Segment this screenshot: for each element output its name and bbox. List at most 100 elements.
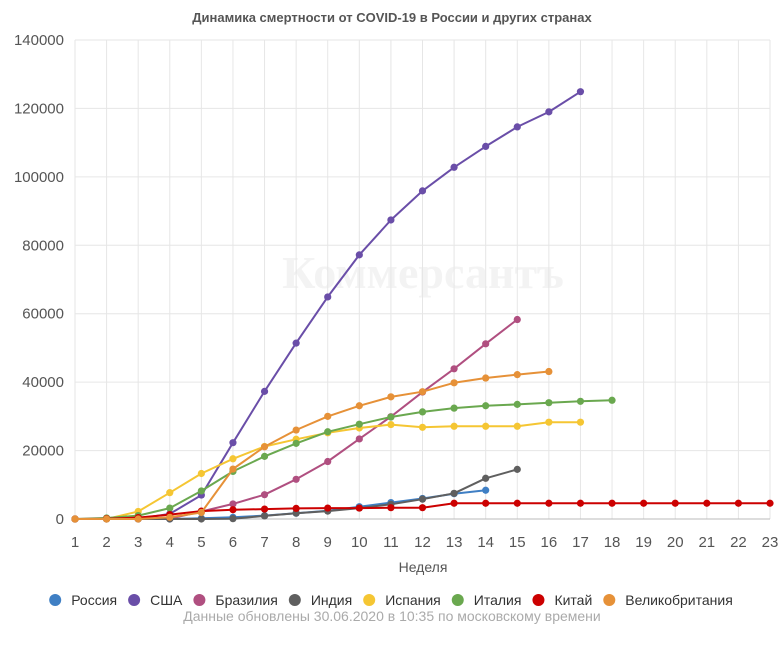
series-8 — [71, 367, 553, 523]
data-point — [482, 340, 490, 348]
data-point — [229, 506, 237, 514]
legend-label: Бразилия — [215, 592, 277, 608]
x-tick-label: 14 — [477, 534, 494, 551]
data-point — [418, 408, 427, 416]
legend-item-1[interactable]: Россия — [49, 592, 117, 608]
data-point — [545, 399, 553, 407]
legend-label: Китай — [554, 592, 592, 608]
y-tick-label: 40000 — [22, 374, 64, 391]
data-point — [482, 422, 490, 430]
data-point — [766, 499, 774, 507]
legend-marker — [451, 594, 464, 606]
x-tick-label: 8 — [292, 534, 300, 551]
legend-marker — [49, 594, 62, 606]
data-point — [513, 315, 521, 324]
data-point — [608, 499, 616, 507]
data-point — [355, 251, 363, 259]
data-point — [513, 465, 521, 473]
data-point — [292, 426, 300, 434]
legend-marker — [603, 594, 616, 606]
data-point — [545, 418, 553, 426]
data-point — [418, 187, 427, 195]
y-tick-label: 100000 — [14, 169, 64, 186]
x-tick-label: 21 — [698, 534, 715, 551]
chart-title: Динамика смертности от COVID-19 в России… — [192, 10, 592, 25]
chart-grid — [74, 39, 771, 520]
data-point — [387, 420, 395, 429]
x-tick-label: 9 — [324, 534, 332, 551]
data-point — [545, 499, 553, 507]
x-tick-label: 17 — [572, 534, 589, 551]
data-point — [671, 499, 679, 507]
data-point — [134, 515, 142, 523]
legend-item-7[interactable]: Китай — [532, 592, 592, 608]
data-point — [355, 402, 363, 410]
data-point — [324, 412, 332, 420]
data-point — [197, 487, 205, 495]
data-point — [608, 396, 616, 404]
data-point — [545, 108, 553, 116]
legend-label: Россия — [71, 592, 117, 608]
data-point — [640, 499, 648, 507]
y-tick-label: 0 — [56, 511, 64, 528]
x-tick-label: 12 — [414, 534, 431, 551]
data-point — [387, 393, 395, 401]
data-point — [387, 216, 395, 224]
legend-label: Испания — [385, 592, 441, 608]
legend-item-3[interactable]: Бразилия — [193, 592, 278, 608]
x-tick-label: 4 — [166, 534, 174, 551]
data-point — [71, 515, 79, 523]
legend-marker — [532, 594, 545, 606]
data-point — [418, 495, 427, 503]
x-tick-label: 10 — [351, 534, 368, 551]
series-line — [74, 370, 550, 520]
data-point — [450, 404, 458, 412]
legend-item-8[interactable]: Великобритания — [603, 592, 733, 608]
data-point — [450, 163, 458, 171]
x-tick-label: 19 — [635, 534, 652, 551]
data-point — [260, 512, 269, 520]
data-point — [450, 422, 458, 430]
legend-marker — [363, 594, 376, 606]
x-axis-label: Неделя — [399, 559, 448, 575]
data-point — [229, 439, 237, 447]
legend-label: Великобритания — [625, 592, 733, 608]
x-tick-label: 3 — [134, 534, 142, 551]
legend-marker — [288, 594, 301, 606]
data-point — [355, 504, 363, 512]
data-point — [513, 499, 521, 507]
legend-label: Индия — [311, 592, 352, 608]
data-point — [576, 397, 585, 405]
data-point — [292, 339, 300, 347]
data-point — [513, 400, 521, 408]
data-point — [260, 505, 269, 513]
data-point — [292, 439, 300, 447]
legend-item-4[interactable]: Индия — [288, 592, 352, 608]
x-tick-label: 6 — [229, 534, 237, 551]
legend-label: Италия — [474, 592, 522, 608]
legend-item-5[interactable]: Испания — [363, 592, 441, 608]
legend-item-6[interactable]: Италия — [451, 592, 522, 608]
x-tick-label: 5 — [197, 534, 205, 551]
data-point — [166, 504, 174, 512]
y-axis-ticks: 0 20000 40000 60000 80000 100000 120000 140000 — [14, 32, 64, 528]
legend-label: США — [150, 592, 183, 608]
x-tick-label: 2 — [102, 534, 110, 551]
data-point — [418, 388, 427, 396]
x-tick-label: 1 — [71, 534, 79, 551]
x-axis-ticks: 1 2 3 4 5 6 7 8 9 10 11 12 13 14 15 16 17 18 19 20 21 22 23 — [71, 534, 779, 551]
data-point — [197, 515, 205, 523]
data-point — [197, 508, 205, 517]
y-tick-label: 140000 — [14, 32, 64, 49]
data-point — [166, 513, 174, 521]
data-point — [229, 515, 237, 523]
data-point — [292, 475, 300, 483]
y-tick-label: 120000 — [14, 100, 64, 117]
data-point — [513, 371, 521, 379]
legend-marker — [128, 594, 141, 606]
legend-item-2[interactable]: США — [128, 592, 183, 608]
data-point — [513, 422, 521, 430]
x-tick-label: 18 — [604, 534, 621, 551]
data-point — [482, 474, 490, 482]
data-point — [260, 491, 269, 499]
